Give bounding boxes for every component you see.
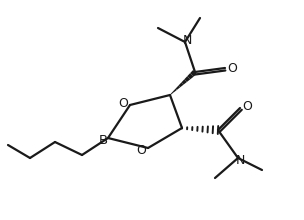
Polygon shape xyxy=(178,82,184,87)
Text: B: B xyxy=(98,134,108,147)
Polygon shape xyxy=(173,89,177,93)
Polygon shape xyxy=(187,73,194,79)
Text: O: O xyxy=(242,99,252,112)
Text: N: N xyxy=(235,154,245,167)
Polygon shape xyxy=(181,79,187,85)
Polygon shape xyxy=(170,92,174,95)
Text: O: O xyxy=(227,62,237,75)
Polygon shape xyxy=(190,70,197,77)
Text: O: O xyxy=(118,97,128,110)
Text: N: N xyxy=(182,33,192,46)
Polygon shape xyxy=(176,85,180,90)
Polygon shape xyxy=(184,76,190,82)
Text: O: O xyxy=(136,143,146,156)
